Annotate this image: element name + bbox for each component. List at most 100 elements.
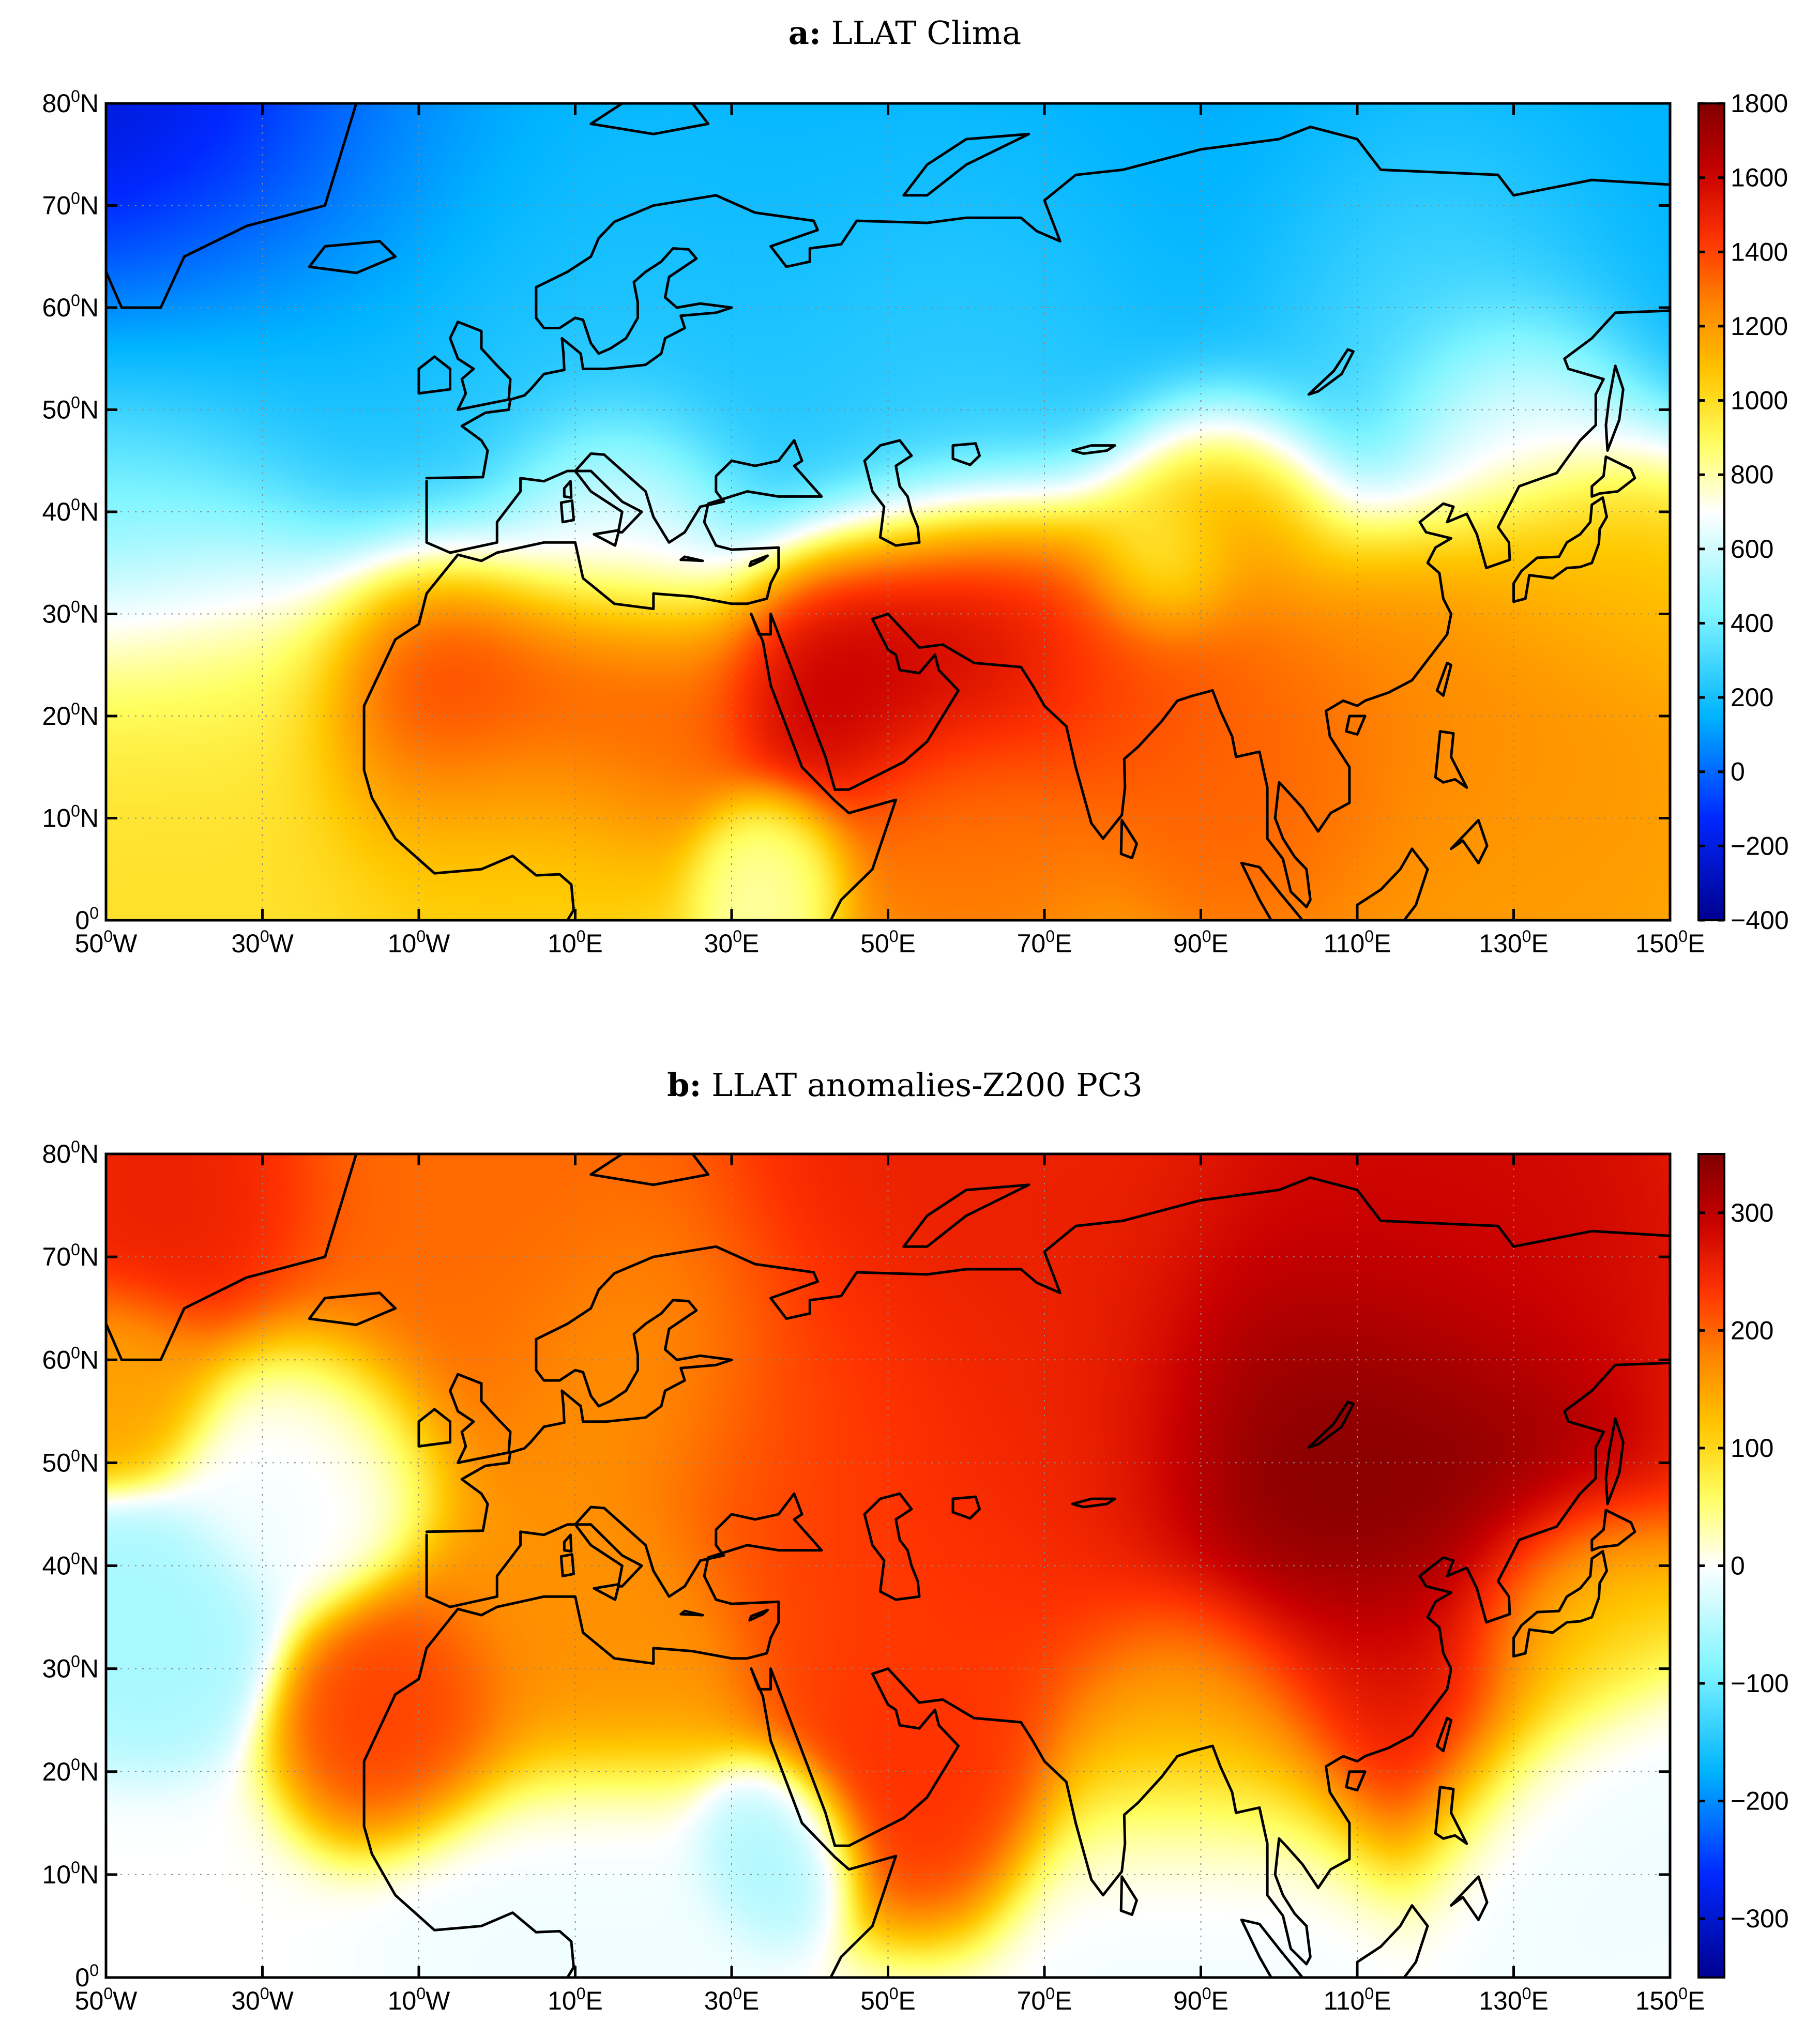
y-tick-label: 700N [42,1240,99,1271]
coastline [1604,1417,1625,1505]
coastline [1590,1509,1636,1552]
coastline [593,1583,620,1601]
x-tick-label: 500E [860,927,916,958]
coastline [563,1533,573,1553]
y-tick-label: 500N [42,1446,99,1477]
x-tick-label: 500E [860,1984,916,2015]
coastline [1307,1401,1355,1449]
coastline [863,439,921,547]
coastline [679,555,704,562]
colorbar-tick-label: 100 [1731,1434,1773,1463]
panel-b: b: LLAT anomalies-Z200 PC3 500W 300W 100W 1… [42,1066,1789,2015]
x-tick-label: 1300E [1479,927,1549,958]
panel-b-coastlines [106,1154,1670,1978]
colorbar-tick-label: 400 [1731,609,1773,637]
coastline [589,1154,710,1187]
y-tick-label: 600N [42,291,99,322]
coastline [449,1373,512,1464]
x-tick-label: 300W [231,927,294,958]
coastline [593,529,620,547]
colorbar-tick-label: −200 [1731,831,1789,860]
coastline [1512,1550,1608,1658]
coastline [1119,1875,1138,1916]
coastline [1434,730,1468,789]
panel-b-axis-ticks: 500W 300W 100W 100E 300E 500E 700E 900E 1100E 130… [42,1137,1705,2015]
colorbar-tick-label: 0 [1731,757,1745,786]
coastline [679,1609,704,1617]
y-tick-label: 00 [75,1961,99,1992]
colorbar-tick-label: 1600 [1731,163,1788,192]
panel-a: a: LLAT Clima 500W 300W 100W 100E 300E 500E 70… [42,14,1789,958]
coastline [1356,847,1429,920]
coastline [1450,819,1489,864]
panel-b-gridlines [106,1154,1670,1978]
coastline [1512,496,1608,603]
coastline [1345,1770,1367,1792]
colorbar-tick-label: −100 [1731,1669,1789,1698]
colorbar-tick-label: 200 [1731,683,1773,712]
y-tick-label: 400N [42,1549,99,1580]
colorbar-tick-label: −400 [1731,906,1789,935]
coastline [106,103,358,309]
y-tick-label: 200N [42,1755,99,1786]
colorbar-tick-label: 1800 [1731,89,1788,118]
colorbar-tick-label: −200 [1731,1787,1789,1816]
coastline [308,1291,397,1326]
colorbar-tick-label: 800 [1731,460,1773,489]
coastline [1240,1919,1304,1978]
y-tick-label: 100N [42,1858,99,1889]
coastline [1590,455,1636,498]
coastline [417,355,451,395]
coastline [1071,444,1116,455]
colorbar-tick-label: 0 [1731,1552,1745,1580]
coastline [1240,861,1304,920]
coastline [1434,1786,1468,1845]
y-tick-label: 00 [75,904,99,935]
panel-a-gridlines [106,103,1670,920]
x-tick-label: 1100E [1324,927,1391,958]
y-tick-label: 300N [42,598,99,629]
coastline [748,554,769,568]
x-tick-label: 500W [75,1984,138,2015]
coastline [1604,364,1625,452]
coastline [425,1176,1670,1533]
colorbar-tick-label: −300 [1731,1904,1789,1933]
coastline [362,439,823,920]
coastline [750,1361,1670,1978]
x-tick-label: 1500E [1635,1984,1705,2015]
colorbar-tick-label: 600 [1731,535,1773,564]
coastline [1345,714,1367,736]
coastline [1450,1875,1489,1921]
coastline [951,1495,981,1520]
coastline [1435,661,1452,697]
panel-b-title: b: LLAT anomalies-Z200 PC3 [667,1066,1143,1104]
y-tick-label: 400N [42,495,99,526]
coastline [951,442,981,466]
coastline [449,321,512,411]
x-tick-label: 1100E [1324,1984,1391,2015]
colorbar-tick-label: 200 [1731,1316,1773,1345]
y-tick-label: 600N [42,1343,99,1374]
x-tick-label: 100E [548,1984,603,2015]
x-tick-label: 1500E [1635,927,1705,958]
coastline [589,103,710,135]
x-tick-label: 100E [548,927,603,958]
coastline [362,1492,823,1978]
coastline [1307,348,1355,396]
coastline [559,499,575,524]
coastline [1356,1904,1429,1978]
y-tick-label: 500N [42,393,99,424]
x-tick-label: 300W [231,1984,294,2015]
x-tick-label: 100W [388,927,450,958]
x-tick-label: 300E [704,927,760,958]
x-tick-label: 100W [388,1984,450,2015]
panel-a-coastlines [106,103,1670,920]
coastline [902,1183,1030,1248]
coastline [417,1408,451,1448]
colorbar-scale [1697,102,1725,921]
x-tick-label: 900E [1173,1984,1228,2015]
coastline [902,132,1030,197]
panel-a-colorbar: 1800 1600 1400 1200 1000 800 600 400 200 0 −200 −40… [1697,89,1789,935]
colorbar-tick-label: 1400 [1731,237,1788,266]
panel-a-axis-ticks: 500W 300W 100W 100E 300E 500E 700E 900E 1100E 130… [42,87,1705,958]
